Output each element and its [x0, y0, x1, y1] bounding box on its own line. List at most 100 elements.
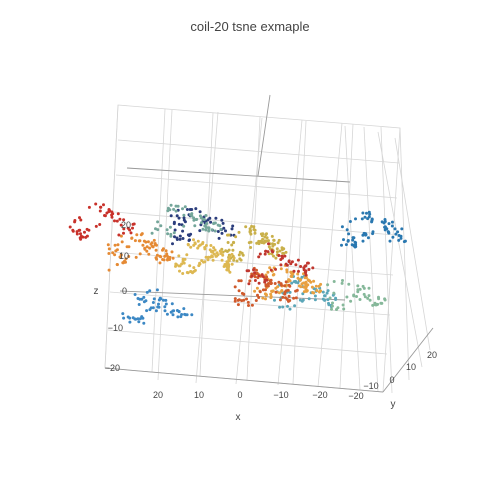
data-point: [213, 248, 217, 252]
data-point: [247, 282, 251, 286]
data-point: [154, 309, 158, 313]
data-point: [284, 250, 288, 254]
data-point: [178, 234, 182, 238]
data-point: [253, 271, 257, 275]
data-point: [237, 289, 241, 293]
data-point: [152, 238, 156, 242]
data-point: [226, 263, 230, 267]
data-point: [280, 289, 284, 292]
x-tick-label: 10: [194, 390, 204, 400]
axis-frame: [104, 94, 434, 393]
data-point: [159, 224, 163, 228]
data-point: [85, 234, 89, 238]
data-point: [278, 249, 282, 253]
data-point: [358, 298, 362, 301]
data-point: [144, 240, 148, 244]
data-point: [297, 269, 300, 273]
data-point: [131, 316, 135, 320]
data-point: [196, 239, 200, 243]
data-point: [169, 203, 173, 207]
data-point: [288, 299, 292, 302]
data-point: [380, 301, 384, 305]
data-point: [107, 247, 111, 251]
data-point: [148, 289, 152, 293]
data-point: [301, 292, 305, 296]
data-point: [362, 286, 366, 290]
z-tick-label: −10: [108, 323, 123, 333]
data-point: [139, 233, 143, 237]
data-point: [294, 296, 298, 300]
data-point: [383, 228, 387, 232]
data-point: [260, 241, 264, 245]
data-point: [352, 293, 356, 297]
data-point: [302, 290, 306, 294]
data-point: [250, 274, 254, 278]
data-point: [304, 273, 308, 277]
data-point: [162, 298, 165, 302]
data-point: [271, 244, 275, 248]
data-point: [136, 297, 140, 300]
data-point: [131, 222, 135, 226]
y-axis: −20 −10 0 10 20 y: [348, 350, 437, 410]
data-point: [157, 302, 160, 306]
data-point: [266, 270, 270, 274]
data-point: [264, 284, 268, 288]
data-point: [290, 273, 294, 277]
data-point: [356, 284, 360, 288]
data-point: [269, 295, 273, 298]
data-point: [190, 313, 194, 317]
data-point: [201, 227, 205, 231]
data-point: [136, 317, 140, 321]
data-point: [198, 229, 202, 233]
data-point: [296, 258, 300, 262]
data-point: [204, 255, 208, 259]
data-point: [110, 215, 114, 219]
x-tick-label: 0: [237, 390, 242, 400]
data-point: [209, 244, 213, 247]
data-point: [304, 281, 308, 285]
data-point: [176, 315, 180, 319]
data-point: [234, 235, 238, 239]
data-point: [233, 297, 237, 301]
data-point: [182, 307, 186, 311]
data-point: [281, 295, 285, 299]
data-point: [230, 252, 234, 256]
data-point: [253, 289, 257, 293]
data-point: [396, 230, 400, 234]
data-point: [277, 254, 281, 257]
data-point: [362, 292, 366, 296]
data-point: [283, 290, 287, 294]
data-point: [257, 296, 261, 299]
data-point: [353, 245, 357, 249]
data-point: [81, 235, 85, 239]
data-point: [113, 243, 117, 247]
data-point: [290, 260, 294, 264]
data-point: [247, 304, 250, 307]
data-point: [248, 227, 252, 231]
data-point: [272, 238, 276, 242]
data-point: [131, 226, 134, 230]
data-point: [137, 303, 141, 306]
data-point: [177, 222, 181, 226]
data-point: [208, 255, 212, 259]
data-point: [172, 231, 176, 235]
data-point: [304, 276, 308, 280]
data-point: [138, 252, 142, 256]
data-point: [271, 273, 275, 277]
data-point: [354, 217, 357, 221]
data-point: [232, 256, 236, 260]
data-point: [253, 228, 257, 232]
data-point: [349, 299, 353, 303]
data-point: [361, 211, 365, 215]
data-point: [360, 217, 364, 221]
data-point: [348, 220, 352, 223]
data-point: [341, 303, 345, 307]
data-point: [192, 218, 196, 222]
data-point: [175, 263, 178, 267]
data-point: [79, 232, 82, 236]
data-point: [137, 320, 141, 324]
data-point: [275, 250, 279, 254]
data-point: [142, 321, 146, 325]
data-point: [265, 236, 269, 240]
data-point: [190, 208, 194, 211]
